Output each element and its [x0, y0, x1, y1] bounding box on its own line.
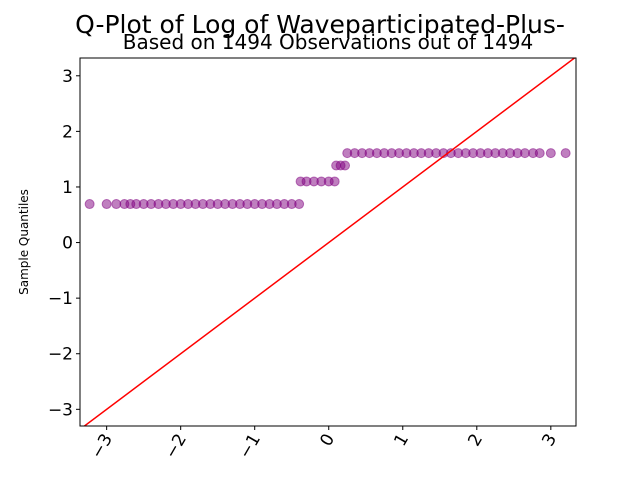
- y-tick-label: 0: [62, 234, 73, 254]
- point: [340, 160, 351, 171]
- chart-subtitle: Based on 1494 Observations out of 1494: [123, 30, 534, 54]
- x-tick-label: 3: [538, 431, 561, 450]
- plot-area: [83, 58, 576, 426]
- x-tick-label: 1: [390, 431, 413, 450]
- y-tick-label: 1: [62, 178, 73, 198]
- point: [329, 176, 340, 187]
- point: [84, 199, 95, 210]
- x-tick-label: 0: [316, 431, 339, 450]
- x-tick-label: 2: [464, 431, 487, 450]
- y-tick-label: −3: [48, 400, 73, 420]
- y-tick-label: 3: [62, 67, 73, 87]
- plot-frame: [79, 57, 577, 427]
- point: [101, 199, 112, 210]
- y-tick-label: −1: [48, 289, 73, 309]
- chart-title: Q-Plot of Log of Waveparticipated-Plus-: [75, 10, 565, 39]
- point: [534, 148, 545, 159]
- x-tick-label: −3: [87, 431, 117, 463]
- x-tick-label: −2: [161, 431, 191, 463]
- point: [560, 148, 571, 159]
- point: [545, 148, 556, 159]
- y-tick-label: 2: [62, 122, 73, 142]
- point: [294, 199, 305, 210]
- x-tick-label: −1: [235, 431, 265, 463]
- reference-line: [83, 58, 576, 426]
- y-tick-label: −2: [48, 345, 73, 365]
- y-axis-label: Sample Quantiles: [17, 189, 31, 295]
